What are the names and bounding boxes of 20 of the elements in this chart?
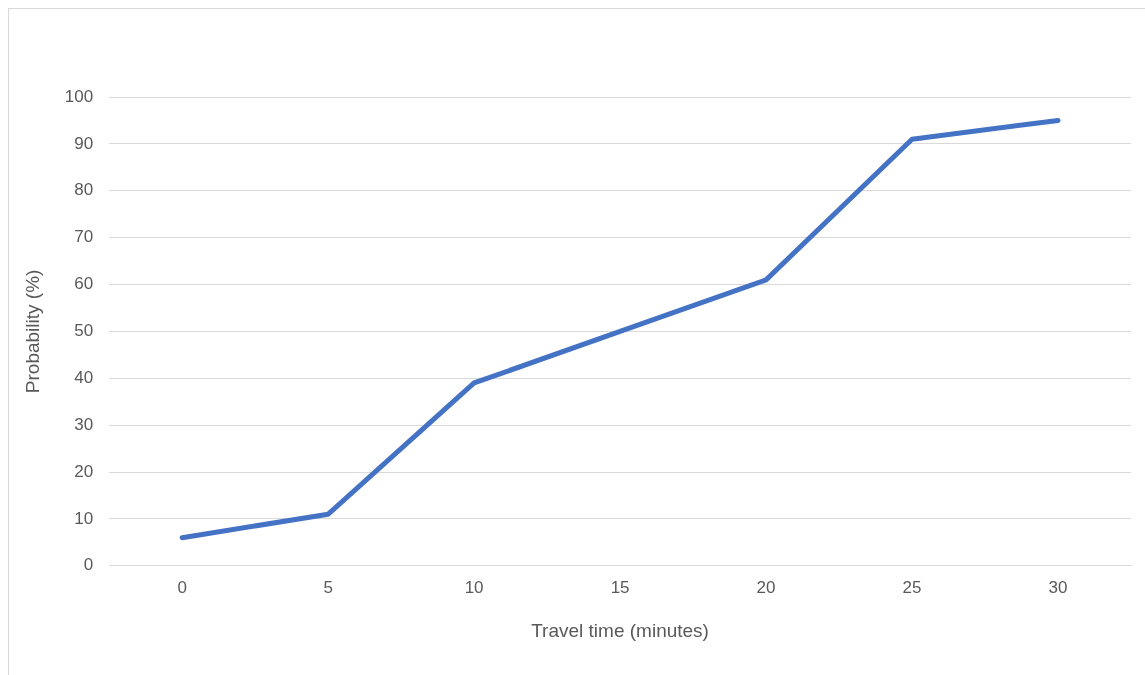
y-tick-label: 100: [64, 86, 94, 106]
y-tick-label: 0: [83, 555, 94, 575]
x-tick-label: 10: [464, 577, 484, 597]
y-tick-label: 40: [74, 367, 94, 387]
y-tick-label: 60: [74, 274, 94, 294]
y-tick-label: 90: [74, 133, 94, 153]
y-tick-label: 30: [74, 414, 94, 434]
y-tick-label: 50: [74, 321, 94, 341]
y-tick-label: 10: [74, 508, 94, 528]
x-tick-label: 5: [323, 577, 333, 597]
y-tick-label: 20: [74, 461, 94, 481]
x-tick-label: 20: [756, 577, 776, 597]
x-tick-label: 30: [1048, 577, 1068, 597]
y-tick-label: 70: [74, 227, 94, 247]
x-tick-label: 0: [177, 577, 187, 597]
x-tick-label: 25: [902, 577, 922, 597]
x-axis-title: Travel time (minutes): [531, 619, 709, 641]
x-tick-label: 15: [610, 577, 630, 597]
y-tick-label: 80: [74, 180, 94, 200]
y-axis-title: Probability (%): [21, 269, 43, 394]
